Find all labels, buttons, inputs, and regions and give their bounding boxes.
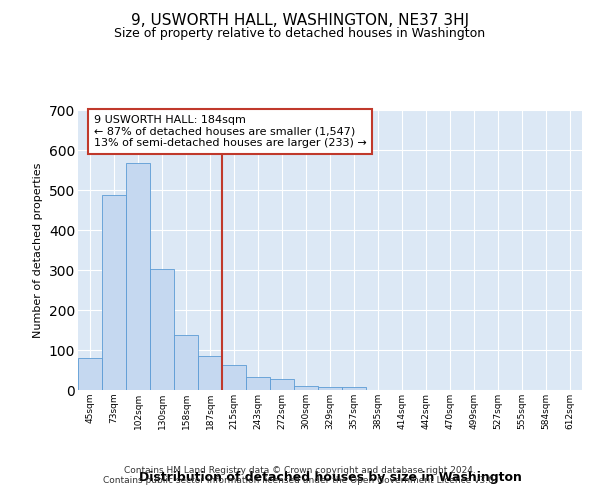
Text: 9, USWORTH HALL, WASHINGTON, NE37 3HJ: 9, USWORTH HALL, WASHINGTON, NE37 3HJ <box>131 12 469 28</box>
Bar <box>174 335 198 390</box>
Bar <box>294 386 318 390</box>
Bar <box>198 356 222 390</box>
X-axis label: Distribution of detached houses by size in Washington: Distribution of detached houses by size … <box>139 471 521 484</box>
Text: 9 USWORTH HALL: 184sqm
← 87% of detached houses are smaller (1,547)
13% of semi-: 9 USWORTH HALL: 184sqm ← 87% of detached… <box>94 115 367 148</box>
Bar <box>246 377 270 390</box>
Bar <box>78 358 102 390</box>
Y-axis label: Number of detached properties: Number of detached properties <box>33 162 43 338</box>
Bar <box>318 387 342 390</box>
Bar <box>222 365 246 390</box>
Text: Size of property relative to detached houses in Washington: Size of property relative to detached ho… <box>115 28 485 40</box>
Text: Contains HM Land Registry data © Crown copyright and database right 2024.
Contai: Contains HM Land Registry data © Crown c… <box>103 466 497 485</box>
Bar <box>342 387 366 390</box>
Bar <box>150 269 174 390</box>
Bar <box>126 163 150 390</box>
Bar <box>270 379 294 390</box>
Bar <box>102 195 126 390</box>
